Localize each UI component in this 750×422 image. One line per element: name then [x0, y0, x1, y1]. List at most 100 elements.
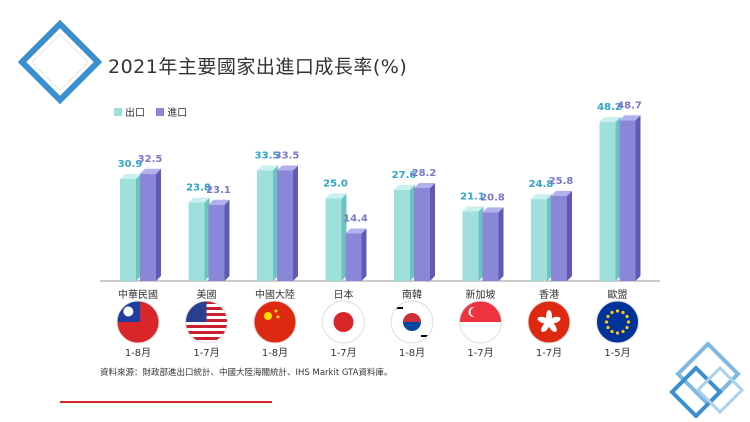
bar-top-export: [462, 206, 484, 212]
data-label-import: 28.2: [412, 168, 437, 179]
bar-top-import: [140, 168, 161, 174]
bar-side-import: [498, 207, 504, 281]
bar-import: [414, 187, 430, 281]
bar-import: [208, 204, 225, 281]
bar-top-export: [599, 116, 621, 122]
bar-import: [345, 233, 362, 281]
period-label: 1-5月: [604, 347, 630, 359]
bar-side-export: [478, 206, 484, 281]
bar-side-import: [430, 182, 435, 281]
bar-side-import: [224, 199, 230, 281]
bottom-red-line: [60, 401, 272, 403]
period-label: 1-7月: [536, 347, 562, 359]
period-label: 1-7月: [467, 347, 493, 359]
bar-top-import: [277, 165, 298, 171]
data-label-export: 30.9: [118, 159, 143, 170]
data-label-import: 48.7: [617, 100, 642, 111]
top-left-diamond-decoration: [18, 20, 103, 105]
category-label: 美國: [197, 288, 217, 301]
bar-export: [325, 198, 342, 281]
category-label: 歐盟: [608, 288, 628, 301]
bar-top-export: [120, 174, 141, 180]
data-label-export: 21.1: [460, 191, 485, 202]
bar-side-export: [410, 184, 415, 281]
bar-top-import: [619, 115, 641, 121]
bar-top-import: [482, 207, 504, 213]
category-label: 新加坡: [466, 288, 496, 301]
data-label-export: 23.8: [186, 182, 211, 193]
bar-export: [599, 121, 616, 281]
bar-side-import: [361, 228, 367, 281]
legend-swatch-export: [114, 107, 122, 116]
category-label: 南韓: [402, 288, 422, 301]
bar-export: [188, 202, 205, 281]
bar-export: [394, 189, 410, 281]
period-label: 1-8月: [399, 347, 425, 359]
bar-export: [462, 211, 479, 281]
bottom-right-diamond-decoration: [669, 341, 745, 418]
japan-flag-icon: [322, 300, 365, 344]
data-label-import: 23.1: [206, 185, 231, 196]
bar-export: [120, 179, 136, 281]
legend-item-export: 出口: [114, 104, 145, 119]
bar-export: [531, 199, 547, 281]
taiwan-flag-icon: [116, 300, 160, 344]
data-label-export: 27.6: [392, 170, 417, 181]
data-label-import: 14.4: [343, 213, 368, 224]
data-label-import: 20.8: [480, 192, 505, 203]
data-label-import: 32.5: [138, 154, 163, 165]
bar-import: [619, 120, 636, 281]
source-note: 資料來源：財政部進出口統計、中國大陸海關統計、IHS Markit GTA資料庫…: [100, 368, 393, 378]
legend: 出口 進口: [114, 104, 195, 119]
bar-import: [140, 173, 156, 281]
category-label: 中華民國: [118, 288, 158, 301]
legend-item-import: 進口: [156, 104, 187, 119]
bar-side-export: [341, 193, 347, 281]
usa-flag-icon: [185, 300, 228, 344]
legend-label-export: 出口: [125, 108, 145, 119]
bar-side-import: [293, 165, 298, 281]
bar-top-export: [257, 165, 278, 171]
bar-top-import: [345, 228, 367, 234]
data-label-export: 25.0: [323, 179, 348, 190]
bar-top-export: [531, 194, 552, 200]
period-label: 1-8月: [125, 347, 151, 359]
bar-top-import: [208, 199, 230, 205]
singapore-flag-icon: [459, 300, 502, 344]
korea-flag-icon: [390, 300, 434, 344]
data-label-export: 24.8: [529, 179, 554, 190]
period-label: 1-7月: [193, 347, 219, 359]
bar-side-export: [136, 174, 141, 281]
legend-swatch-import: [156, 107, 165, 116]
bar-side-export: [204, 197, 210, 281]
bar-side-export: [547, 194, 552, 281]
category-label: 香港: [539, 289, 559, 301]
legend-label-import: 進口: [167, 108, 188, 119]
bar-side-import: [635, 115, 641, 281]
bar-top-export: [188, 197, 210, 203]
bar-top-import: [551, 190, 572, 196]
bar-side-export: [615, 116, 621, 281]
data-label-export: 33.5: [255, 150, 280, 161]
data-label-export: 48.2: [597, 102, 622, 113]
bar-import: [277, 170, 293, 281]
bar-side-import: [156, 168, 161, 281]
bar-side-export: [273, 165, 278, 281]
bar-export: [257, 170, 273, 281]
period-label: 1-7月: [330, 347, 356, 359]
eu-flag-icon: [596, 300, 639, 344]
data-label-import: 33.5: [275, 150, 300, 161]
data-label-import: 25.8: [549, 176, 574, 187]
china-flag-icon: [253, 300, 297, 344]
bar-import: [551, 195, 567, 281]
bar-import: [482, 212, 499, 281]
category-label: 中國大陸: [255, 288, 295, 301]
period-label: 1-8月: [262, 347, 288, 359]
category-label: 日本: [334, 288, 354, 301]
bar-top-export: [325, 193, 347, 199]
hongkong-flag-icon: [527, 300, 571, 344]
bar-top-import: [414, 182, 435, 188]
chart-title: 2021年主要國家出進口成長率(%): [108, 56, 408, 78]
bar-top-export: [394, 184, 415, 190]
